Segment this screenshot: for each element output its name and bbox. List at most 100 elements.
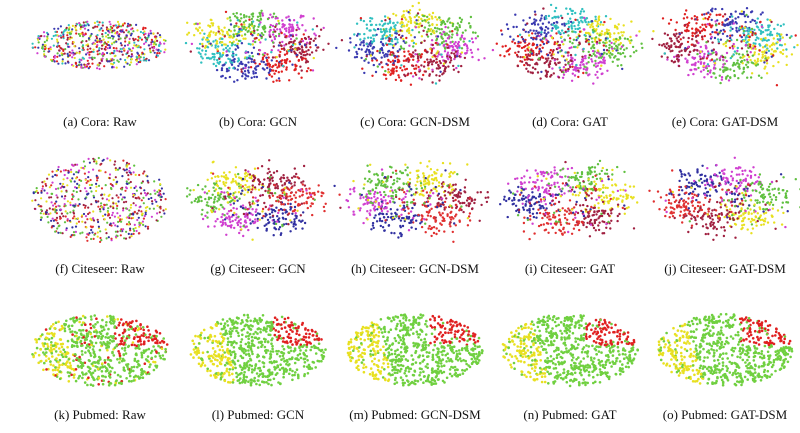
scatter-dot: [59, 170, 63, 173]
scatter-dot: [272, 30, 275, 34]
scatter-dot: [438, 60, 441, 63]
scatter-dot: [254, 40, 257, 44]
scatter-dot: [749, 51, 752, 54]
scatter-dot: [571, 65, 574, 69]
scatter-dot: [184, 41, 188, 45]
scatter-dot: [120, 25, 123, 28]
scatter-dot: [526, 43, 529, 47]
scatter-dot: [454, 188, 457, 191]
scatter-dot: [242, 212, 246, 216]
scatter-dot: [295, 37, 298, 40]
scatter-dot: [363, 32, 366, 36]
scatter-dot: [70, 30, 73, 33]
scatter-dot: [401, 69, 404, 72]
scatter-dot: [198, 42, 202, 46]
scatter-dot: [550, 54, 553, 57]
scatter-dot: [740, 47, 744, 50]
scatter-dot: [675, 32, 678, 35]
scatter-dot: [698, 30, 702, 33]
scatter-dot: [250, 17, 254, 21]
scatter-dot: [333, 184, 336, 188]
scatter-dot: [261, 210, 264, 213]
scatter-dot: [282, 217, 285, 220]
scatter-dot: [695, 27, 698, 30]
scatter-dot: [204, 53, 207, 56]
scatter-dot: [220, 190, 223, 194]
scatter-dot: [743, 34, 746, 37]
scatter-dot: [311, 213, 314, 217]
scatter-dot: [661, 17, 665, 20]
scatter-dot: [443, 50, 447, 53]
scatter-dot: [143, 191, 147, 195]
scatter-dot: [238, 27, 241, 31]
scatter-dot: [471, 31, 475, 34]
scatter-dot: [711, 7, 714, 10]
scatter-dot: [285, 16, 288, 19]
scatter-dot: [63, 221, 67, 224]
scatter-dot: [455, 55, 459, 58]
scatter-dot: [107, 29, 110, 32]
scatter-dot: [430, 15, 433, 18]
scatter-dot: [141, 51, 144, 54]
scatter-dot: [388, 39, 391, 43]
scatter-dot: [156, 190, 159, 193]
scatter-dot: [419, 22, 422, 25]
scatter-dot: [652, 30, 655, 33]
scatter-dot: [440, 28, 443, 31]
scatter-dot: [456, 51, 459, 54]
scatter-dot: [251, 55, 254, 58]
scatter-dot: [215, 40, 219, 43]
scatter-dot: [451, 49, 454, 52]
scatter-dot: [396, 180, 399, 183]
scatter-dot: [236, 42, 239, 45]
scatter-dot: [141, 180, 144, 183]
scatter-dot: [260, 32, 263, 35]
scatter-dot: [128, 209, 131, 212]
scatter-dot: [240, 68, 243, 71]
scatter-dot: [547, 63, 551, 67]
scatter-dot: [431, 68, 434, 72]
scatter-dot: [201, 208, 204, 212]
scatter-dot: [138, 57, 141, 60]
scatter-dot: [127, 223, 130, 226]
scatter-dot: [74, 186, 77, 189]
scatter-dot: [508, 47, 512, 50]
scatter-dot: [766, 44, 769, 47]
scatter-dot: [99, 169, 102, 172]
scatter-dot: [58, 215, 62, 218]
scatter-dot: [158, 52, 161, 55]
scatter-dot: [460, 36, 463, 39]
scatter-dot: [196, 22, 199, 26]
scatter-dot: [108, 46, 111, 50]
scatter-dot: [103, 42, 106, 45]
scatter-dot: [701, 23, 704, 26]
scatter-dot: [562, 73, 566, 76]
scatter-dot: [136, 218, 139, 222]
scatter-dot: [588, 53, 592, 57]
scatter-dot: [709, 53, 712, 56]
scatter-dot: [471, 55, 474, 59]
scatter-dot: [249, 66, 253, 69]
scatter-dot: [369, 36, 373, 39]
scatter-dot: [314, 44, 318, 47]
scatter-dot: [268, 73, 271, 77]
scatter-dot: [233, 57, 236, 61]
scatter-dot: [406, 174, 409, 177]
scatter-dot: [228, 58, 232, 61]
scatter-dot: [104, 31, 107, 35]
scatter-dot: [45, 211, 48, 214]
scatter-dot: [89, 217, 92, 220]
scatter-dot: [517, 40, 520, 44]
scatter-dot: [426, 58, 429, 61]
scatter-dot: [296, 21, 299, 24]
scatter-dot: [127, 54, 130, 58]
scatter-dot: [304, 29, 307, 32]
scatter-dot: [450, 36, 453, 39]
scatter-dot: [366, 202, 369, 205]
scatter-dot: [298, 195, 301, 198]
scatter-dot: [549, 3, 553, 7]
scatter-dot: [556, 40, 559, 43]
scatter-dot: [724, 56, 727, 59]
scatter-dot: [220, 67, 224, 70]
scatter-dot: [753, 28, 756, 32]
